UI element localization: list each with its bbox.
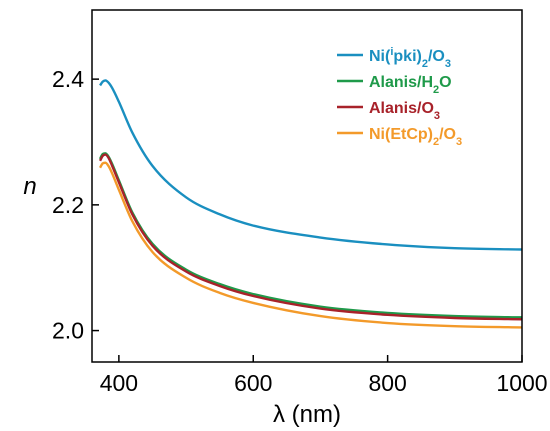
legend: Ni(ipki)2/O3 Alanis/H2O Alanis/O3 Ni(EtCp)2…	[337, 46, 462, 148]
x-tick-label: 400	[100, 370, 138, 396]
y-tick-label: 2.4	[52, 66, 84, 92]
y-tick-label: 2.0	[52, 318, 84, 344]
legend-label: Alanis/H2O	[369, 74, 452, 96]
legend-label: Ni(ipki)2/O3	[369, 46, 451, 70]
x-tick-label: 600	[234, 370, 272, 396]
legend-label: Alanis/O3	[369, 100, 440, 122]
legend-label: Ni(EtCp)2/O3	[369, 126, 462, 148]
y-axis-title: n	[23, 173, 36, 200]
series-line-1	[99, 79, 523, 251]
ticks-layer: 400 600 800 1000 2.0 2.2 2.4	[52, 66, 548, 396]
series-line-3	[98, 153, 523, 321]
plot-frame	[91, 9, 523, 363]
x-tick-label: 800	[368, 370, 406, 396]
series-layer	[98, 79, 523, 329]
y-tick-label: 2.2	[52, 192, 84, 218]
x-tick-label: 1000	[496, 370, 547, 396]
series-line-4	[99, 161, 523, 329]
x-axis-title: λ (nm)	[273, 401, 341, 428]
